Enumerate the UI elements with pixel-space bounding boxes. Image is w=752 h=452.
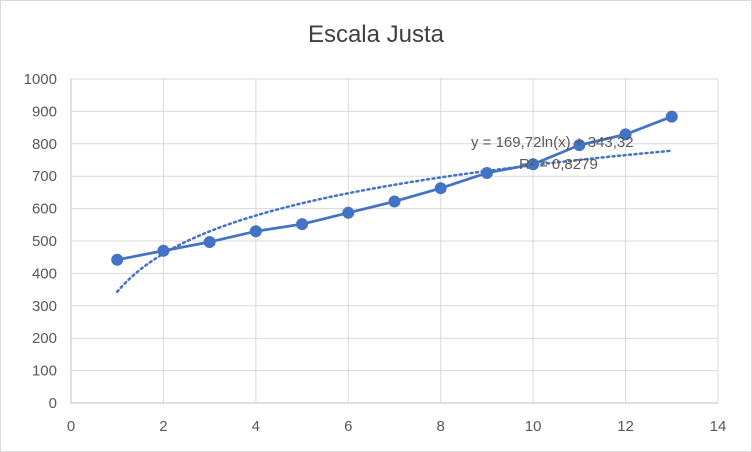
y-tick-label: 300 <box>32 298 57 315</box>
data-point <box>665 110 678 123</box>
x-tick-label: 2 <box>159 418 167 435</box>
data-point <box>342 206 355 219</box>
x-tick-label: 6 <box>344 418 352 435</box>
y-tick-label: 1000 <box>24 71 57 88</box>
y-tick-label: 800 <box>32 136 57 153</box>
x-tick-label: 14 <box>710 418 727 435</box>
y-tick-label: 0 <box>49 395 57 412</box>
trendline <box>115 149 674 294</box>
y-tick-label: 600 <box>32 201 57 218</box>
x-tick-label: 8 <box>437 418 445 435</box>
y-tick-label: 200 <box>32 330 57 347</box>
data-point <box>249 225 262 238</box>
y-tick-label: 400 <box>32 265 57 282</box>
data-point <box>619 128 632 141</box>
x-tick-label: 0 <box>67 418 75 435</box>
data-point <box>157 244 170 257</box>
y-tick-label: 700 <box>32 168 57 185</box>
x-tick-label: 4 <box>252 418 260 435</box>
y-tick-label: 900 <box>32 103 57 120</box>
y-tick-label: 500 <box>32 233 57 250</box>
chart-title: Escala Justa <box>307 21 445 48</box>
trendline-r2: R² = 0,8279 <box>519 156 598 173</box>
x-tick-label: 12 <box>617 418 634 435</box>
data-point <box>111 253 124 266</box>
data-point <box>203 235 216 248</box>
data-point <box>480 166 493 179</box>
trendline-equation: y = 169,72ln(x) + 343,32 <box>471 134 634 151</box>
x-tick-label: 10 <box>525 418 542 435</box>
data-point <box>434 182 447 195</box>
data-point <box>296 218 309 231</box>
y-tick-label: 100 <box>32 363 57 380</box>
data-point <box>388 195 401 208</box>
data-point <box>573 139 586 152</box>
data-point <box>527 158 540 171</box>
